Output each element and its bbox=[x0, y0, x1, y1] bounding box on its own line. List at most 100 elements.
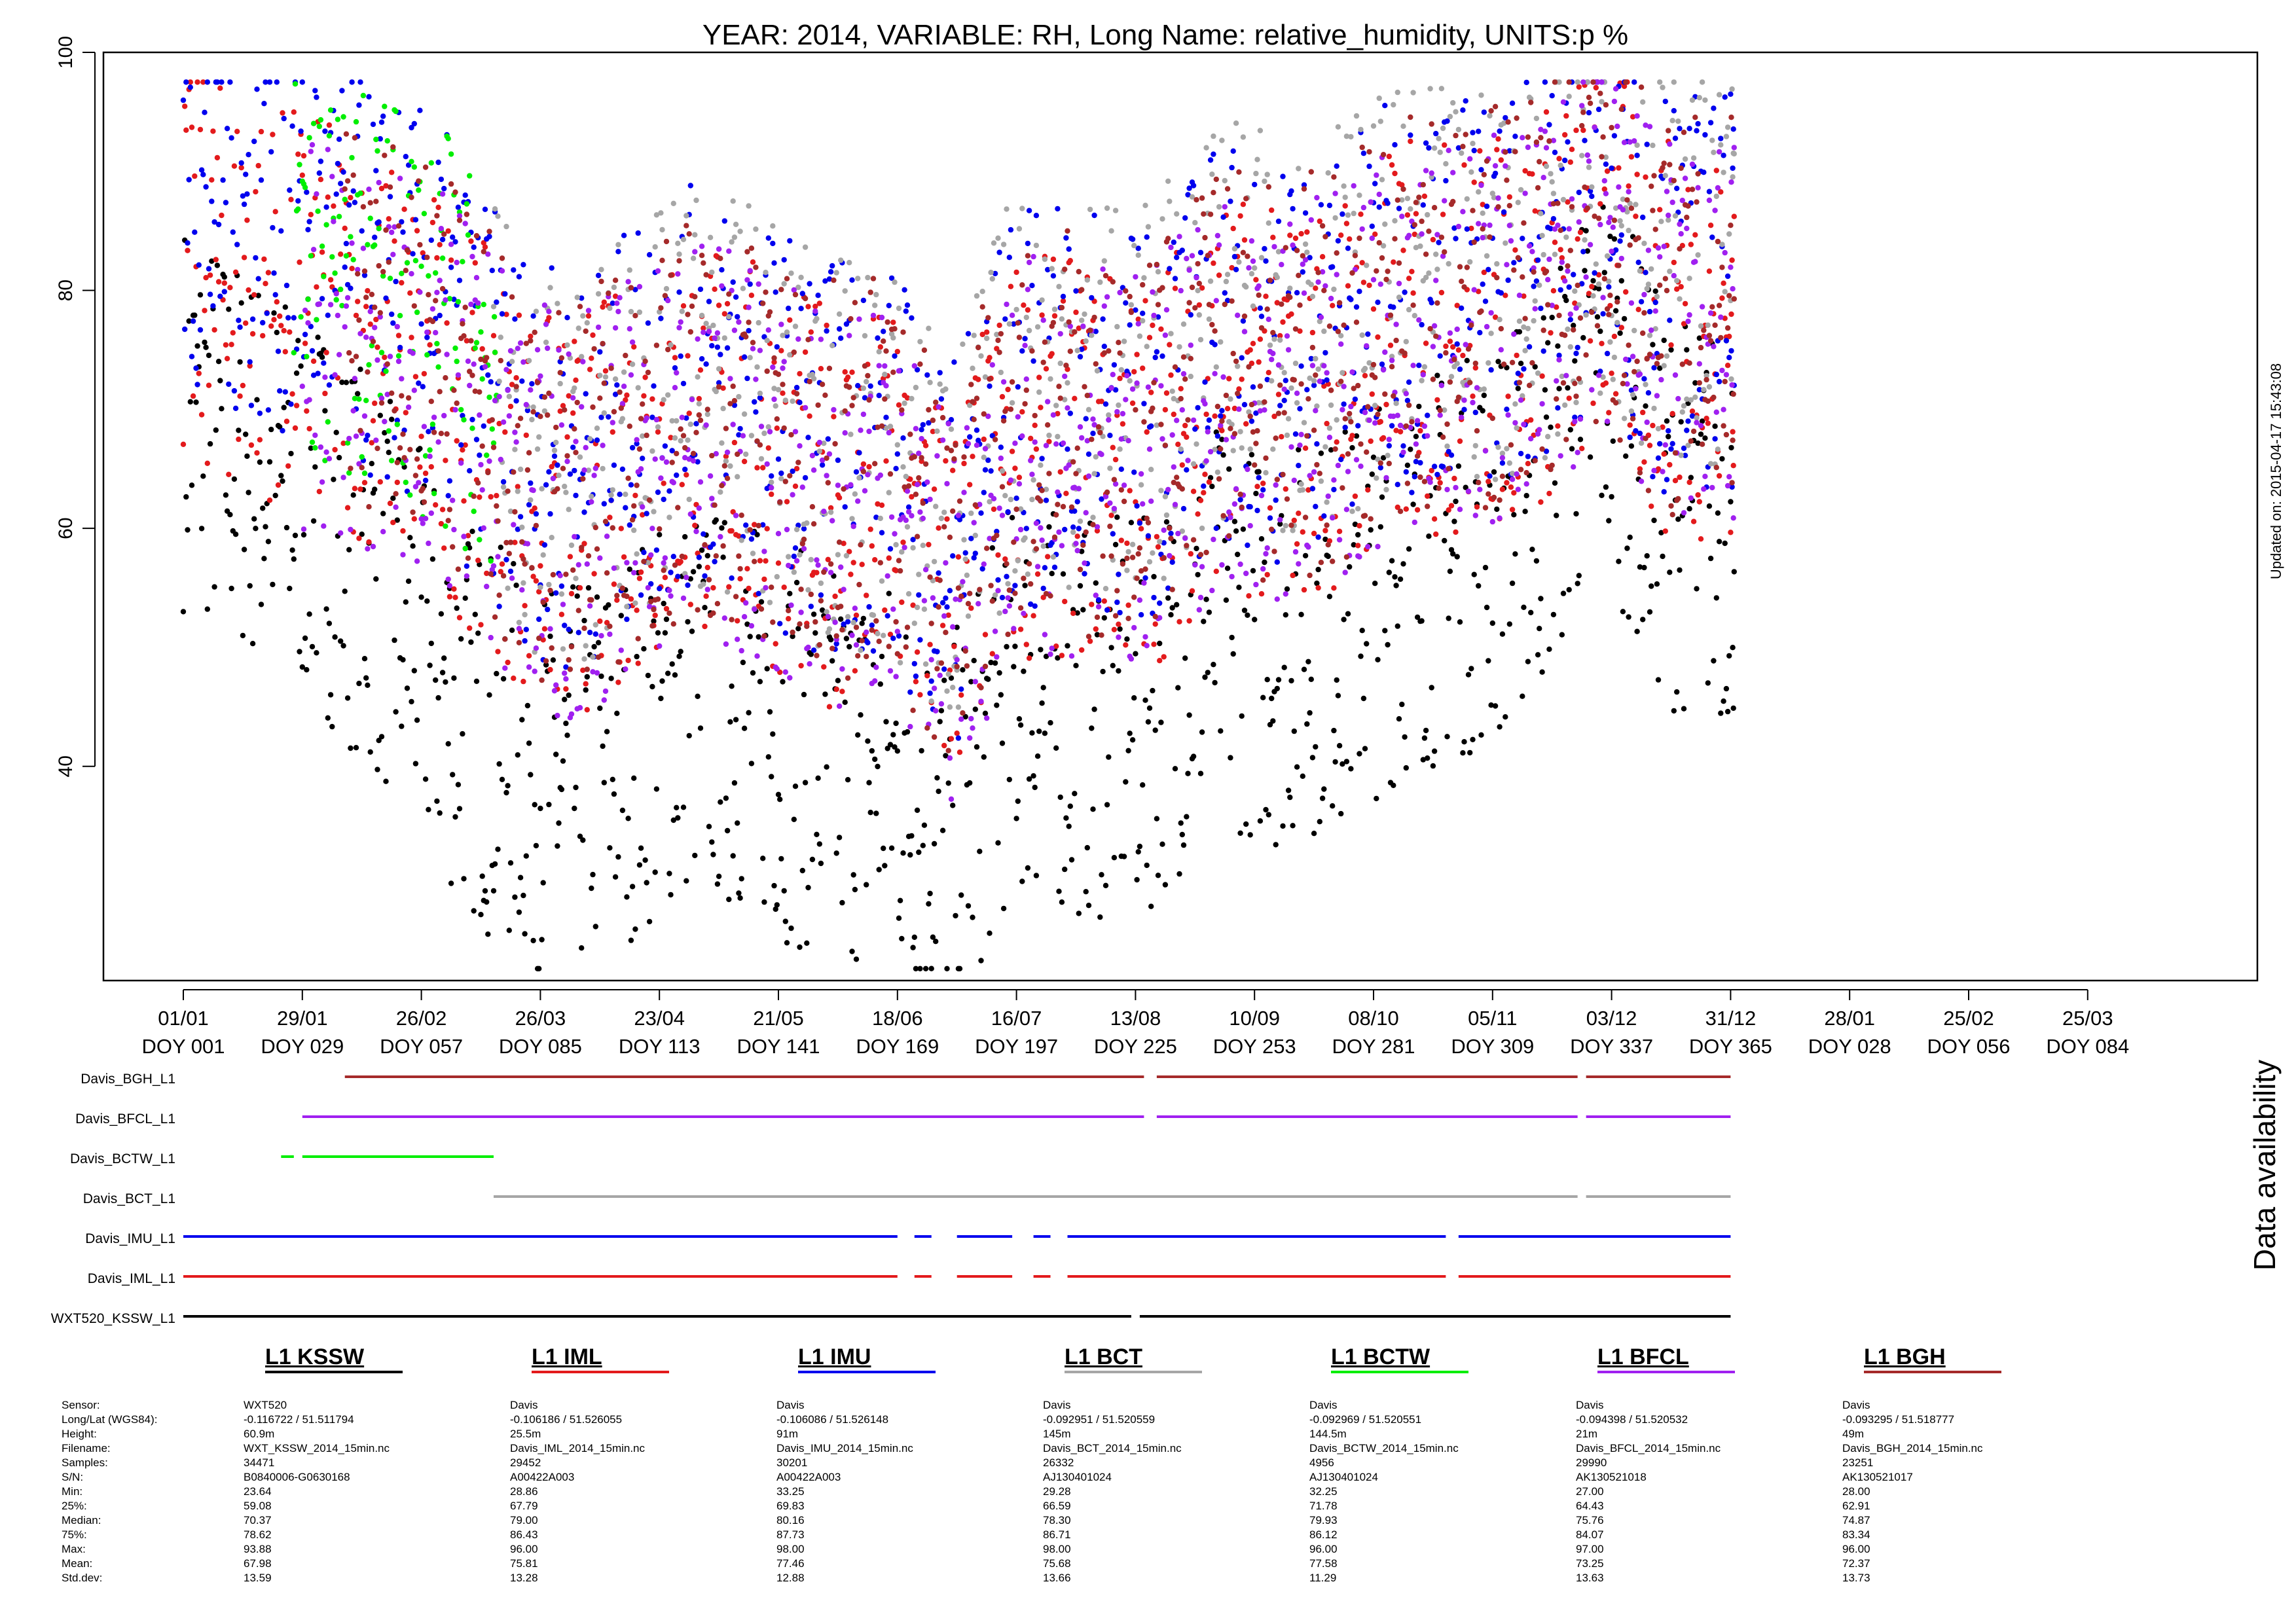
data-point bbox=[1560, 590, 1567, 596]
data-point bbox=[1386, 153, 1392, 160]
data-point bbox=[539, 937, 545, 943]
data-point bbox=[1111, 505, 1118, 512]
data-point bbox=[1247, 832, 1253, 838]
data-point bbox=[1006, 603, 1013, 609]
data-point bbox=[1182, 422, 1188, 429]
data-point bbox=[1662, 528, 1668, 534]
data-point bbox=[934, 428, 940, 434]
data-point bbox=[431, 414, 437, 420]
data-point bbox=[1726, 355, 1732, 361]
data-point bbox=[509, 382, 515, 388]
data-point bbox=[277, 313, 283, 319]
data-point bbox=[782, 918, 789, 924]
data-point bbox=[597, 372, 603, 378]
data-point bbox=[558, 786, 565, 793]
data-point bbox=[1172, 276, 1178, 281]
data-point bbox=[619, 416, 626, 422]
data-point bbox=[614, 597, 620, 603]
data-point bbox=[1705, 322, 1711, 328]
data-point bbox=[1628, 443, 1635, 449]
data-point bbox=[1228, 198, 1233, 204]
data-point bbox=[478, 622, 484, 628]
data-point bbox=[1652, 288, 1658, 294]
data-point bbox=[1254, 507, 1260, 514]
data-point bbox=[305, 297, 311, 302]
data-point bbox=[1022, 342, 1028, 348]
data-point bbox=[638, 569, 644, 575]
data-point bbox=[460, 731, 465, 737]
data-point bbox=[1124, 540, 1130, 547]
data-point bbox=[1404, 397, 1411, 404]
data-point bbox=[1525, 325, 1531, 332]
data-point bbox=[1155, 314, 1161, 320]
data-point bbox=[373, 576, 379, 582]
data-point bbox=[1647, 609, 1653, 615]
data-point bbox=[361, 480, 368, 486]
data-point bbox=[1100, 668, 1106, 675]
data-point bbox=[1682, 300, 1688, 307]
data-point bbox=[714, 881, 721, 887]
data-point bbox=[478, 912, 484, 918]
data-point bbox=[192, 312, 198, 318]
data-point bbox=[1005, 581, 1011, 586]
data-point bbox=[1698, 323, 1704, 329]
data-point bbox=[1298, 481, 1304, 487]
data-point bbox=[638, 466, 644, 472]
data-point bbox=[1082, 560, 1087, 566]
data-point bbox=[579, 945, 585, 951]
data-point bbox=[856, 316, 862, 322]
data-point bbox=[437, 278, 443, 283]
data-point bbox=[465, 232, 471, 238]
data-point bbox=[1145, 533, 1152, 539]
data-point bbox=[989, 362, 996, 368]
data-point bbox=[828, 509, 834, 515]
data-point bbox=[960, 667, 966, 673]
scatter-points-layer bbox=[180, 79, 1737, 972]
data-point bbox=[877, 472, 884, 478]
data-point bbox=[683, 415, 689, 421]
data-point bbox=[1603, 154, 1609, 160]
data-point bbox=[666, 871, 672, 876]
data-point bbox=[1641, 240, 1647, 246]
data-point bbox=[355, 391, 361, 397]
data-point bbox=[1447, 338, 1453, 344]
data-point bbox=[472, 260, 478, 266]
data-point bbox=[628, 482, 634, 488]
data-point bbox=[1380, 435, 1387, 441]
data-point bbox=[268, 149, 274, 155]
data-point bbox=[1283, 612, 1289, 618]
data-point bbox=[1298, 230, 1304, 237]
data-point bbox=[1129, 400, 1136, 406]
data-point bbox=[309, 439, 316, 445]
data-point bbox=[298, 363, 304, 369]
data-point bbox=[370, 418, 376, 424]
data-point bbox=[204, 606, 210, 612]
data-point bbox=[897, 660, 903, 666]
data-point bbox=[204, 79, 210, 85]
data-point bbox=[365, 288, 371, 294]
data-point bbox=[1231, 518, 1238, 524]
data-point bbox=[403, 410, 409, 416]
data-point bbox=[1569, 147, 1575, 153]
data-point bbox=[182, 326, 188, 333]
data-point bbox=[382, 418, 388, 425]
data-point bbox=[791, 569, 797, 575]
data-point bbox=[699, 356, 705, 362]
data-point bbox=[1382, 103, 1388, 109]
data-point bbox=[536, 965, 542, 972]
data-point bbox=[1262, 559, 1267, 566]
data-point bbox=[798, 306, 804, 312]
data-point bbox=[909, 833, 915, 839]
data-point bbox=[1660, 553, 1666, 560]
data-point bbox=[703, 593, 709, 599]
data-point bbox=[1666, 433, 1671, 440]
data-point bbox=[1253, 490, 1259, 497]
data-point bbox=[1033, 873, 1040, 878]
data-point bbox=[1324, 499, 1330, 505]
data-point bbox=[1174, 211, 1180, 217]
data-point bbox=[1196, 312, 1203, 318]
data-point bbox=[1089, 333, 1095, 338]
data-point bbox=[1647, 333, 1653, 338]
data-point bbox=[1396, 206, 1402, 211]
data-point bbox=[1597, 390, 1603, 396]
